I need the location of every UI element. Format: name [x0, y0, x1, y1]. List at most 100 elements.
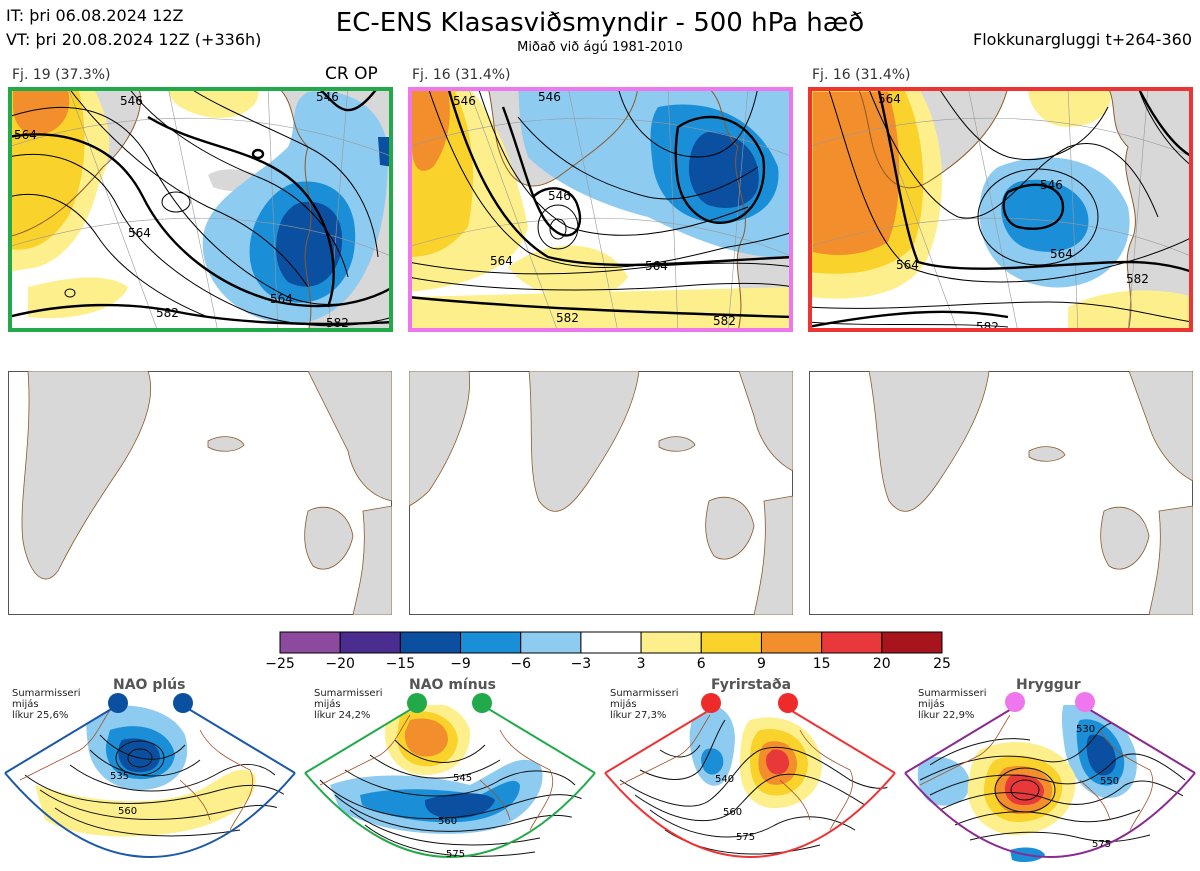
contour-564-north [1136, 87, 1193, 159]
anomaly-warm-west-peak [813, 92, 900, 255]
cluster-window: Flokkunargluggi t+264-360 [973, 30, 1192, 49]
contour-label: 530 [1076, 724, 1095, 735]
colorbar-tick-label: −9 [450, 656, 471, 672]
contour-label: 546 [548, 189, 571, 203]
regime-2-title: NAO mínus [409, 677, 496, 693]
contour-label: 560 [438, 816, 457, 827]
empty-map-3-svg [809, 371, 1193, 615]
anomaly-cold-mid [701, 748, 724, 775]
contour-582 [808, 310, 1009, 329]
colorbar-tick-label: −25 [265, 656, 295, 672]
contour-label: 546 [1040, 178, 1063, 192]
contour-label: 564 [14, 128, 37, 142]
contour-label: 564 [645, 259, 668, 273]
page-title: EC-ENS Klasasviðsmyndir - 500 hPa hæð [335, 8, 865, 38]
regime-2-dot-right [472, 693, 492, 713]
colorbar-tick-label: −15 [385, 656, 416, 672]
regime-stat-line: Sumarmisseri [12, 688, 81, 699]
contour-label: 575 [446, 849, 465, 860]
regime-3-map[interactable]: 540 560 575 [600, 690, 900, 871]
contour-546 [501, 106, 581, 237]
empty-map-1[interactable] [8, 371, 392, 615]
regime-stat-line: Sumarmisseri [314, 688, 383, 699]
colorbar-tick-label: 6 [696, 656, 706, 672]
regime-stat-line: líkur 22,9% [918, 710, 975, 721]
colorbar-segment [760, 631, 823, 654]
init-time: IT: þri 06.08.2024 12Z [6, 6, 184, 25]
colorbar-segment [821, 631, 883, 654]
anomaly-cold-east-core [1086, 734, 1116, 776]
coastline [487, 87, 639, 187]
cluster-1-map-svg: 564 564 582 564 546 546 582 [8, 87, 393, 332]
colorbar-segment [279, 631, 341, 654]
regime-4-map[interactable]: 530 550 575 [900, 690, 1200, 871]
regime-stat-line: mijás [314, 699, 341, 710]
colorbar-tick-label: 15 [812, 656, 831, 672]
regime-4-stats: Sumarmisseri mijás líkur 22,9% [918, 688, 986, 721]
colorbar-segment [700, 631, 762, 654]
cluster-3-map[interactable]: 564 564 546 582 582 564 [808, 87, 1193, 332]
regime-1-dot-right [173, 693, 193, 713]
colorbar-tick-label: 9 [756, 656, 766, 672]
coastline [857, 87, 1009, 189]
climatology-subtitle: Miðað við ágú 1981-2010 [517, 40, 683, 55]
empty-map-3[interactable] [809, 371, 1193, 615]
land-europe [753, 495, 793, 615]
regime-2-frame [304, 704, 596, 858]
contour-564 [446, 87, 793, 267]
land-scandinavia [1128, 371, 1193, 482]
contour-label: 564 [490, 254, 513, 268]
land-british-isles [1100, 506, 1150, 570]
contour-label: 545 [453, 773, 472, 784]
cluster-3-label: Fj. 16 (31.4%) [812, 67, 911, 83]
regime-stat-line: mijás [918, 699, 945, 710]
land-europe [1108, 87, 1193, 332]
colorbar-tick-label: −20 [325, 656, 355, 672]
cluster-2-map[interactable]: 546 564 564 582 582 546 546 [408, 87, 793, 332]
colorbar-segment [399, 631, 462, 654]
contour-546-north [317, 87, 379, 112]
empty-map-2-svg [409, 371, 793, 615]
regime-4-dot-right [1075, 692, 1095, 712]
anomaly-cold-core [424, 793, 495, 819]
regime-4-dot-left [1005, 692, 1025, 712]
contour-564 [8, 133, 393, 308]
colorbar-segment [520, 631, 582, 654]
contour-label: 546 [538, 90, 561, 104]
regime-1-map[interactable]: 535 560 [0, 690, 300, 871]
regime-4-svg: 530 550 575 [904, 692, 1196, 868]
anomaly-colorbar [279, 631, 943, 654]
anomaly-warm-core [404, 718, 448, 757]
contour-546 [147, 115, 335, 308]
empty-map-2[interactable] [409, 371, 793, 615]
regime-stat-line: mijás [12, 699, 39, 710]
regime-2-stats: Sumarmisseri mijás líkur 24,2% [314, 688, 382, 721]
regime-3-dot-left [701, 693, 721, 713]
colorbar-segment [640, 631, 702, 654]
contour-label: 582 [556, 311, 579, 325]
contour-label: 550 [1100, 776, 1119, 787]
regime-stat-line: líkur 24,2% [314, 710, 371, 721]
regime-2-map[interactable]: 545 560 575 [300, 690, 600, 871]
empty-map-1-svg [8, 371, 392, 615]
contour-564 [876, 87, 1193, 274]
contour-label: 582 [713, 314, 736, 328]
coastline [277, 87, 312, 332]
regime-stat-line: líkur 27,3% [610, 710, 667, 721]
contour-label: 540 [715, 774, 734, 785]
anomaly-warm-ring [508, 245, 628, 299]
contour-label: 546 [453, 94, 476, 108]
regime-1-dot-left [108, 693, 128, 713]
contour-label: 546 [316, 90, 339, 104]
contour-label: 575 [736, 832, 755, 843]
regime-stat-line: mijás [610, 699, 637, 710]
contour-582 [8, 303, 393, 326]
cluster-1-map[interactable]: 564 564 582 564 546 546 582 [8, 87, 393, 332]
contour-label: 560 [723, 807, 742, 818]
land-canada [409, 371, 471, 507]
cluster-2-map-svg: 546 564 564 582 582 546 546 [408, 87, 793, 332]
cluster-3-map-svg: 564 564 546 582 582 564 [808, 87, 1193, 332]
regime-2-svg: 545 560 575 [304, 693, 596, 868]
contour-582 [408, 295, 793, 319]
regime-4-title: Hryggur [1016, 677, 1081, 693]
